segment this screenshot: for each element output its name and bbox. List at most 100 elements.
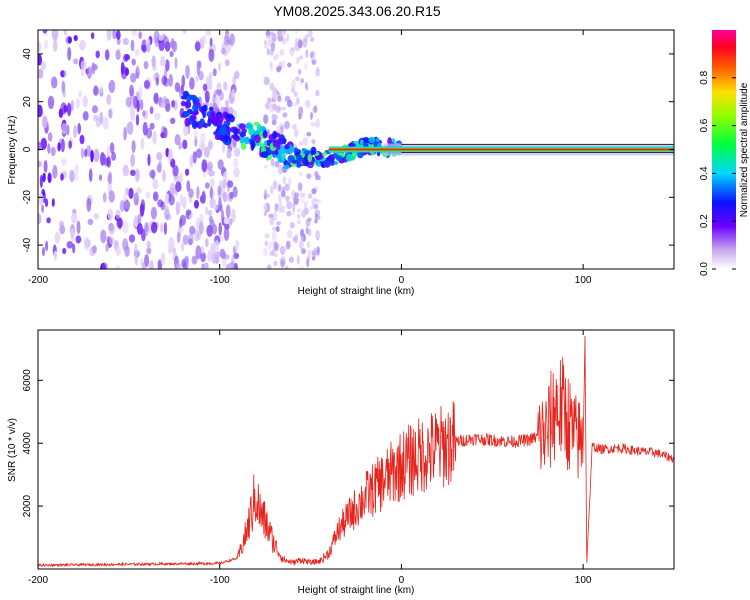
spectrogram-trace-blob (202, 104, 208, 112)
spectrogram-trace-blob (254, 134, 261, 144)
spectrogram-noise-blob (228, 218, 233, 226)
spectrogram-band-blob (287, 201, 293, 210)
spectrogram-band-blob (270, 185, 274, 194)
spectrogram-band-blob (300, 235, 306, 241)
spectrogram-noise-blob (136, 64, 140, 73)
spectrogram-trace-blob (214, 134, 221, 140)
spectrogram-noise-blob (39, 174, 44, 188)
spectrogram-trace-blob (262, 130, 268, 139)
spectrogram-band-blob (263, 43, 268, 49)
spectrogram-band-blob (266, 47, 270, 56)
spectrogram-band-blob (311, 188, 317, 195)
spectrogram-band-blob (275, 226, 280, 233)
spectrogram-noise-blob (106, 146, 111, 160)
spectrogram-noise-blob (38, 141, 42, 151)
spectrogram-noise-blob (75, 97, 80, 109)
spectrogram-trace-blob (322, 152, 327, 157)
spectrogram-band-blob (300, 78, 304, 83)
spectrogram-band-blob (292, 207, 295, 216)
spectrogram-trace-blob (301, 159, 306, 164)
spectrogram-noise-blob (80, 60, 87, 72)
spectrogram-noise-blob (215, 250, 221, 258)
spectrogram-band-blob (315, 232, 320, 238)
spectrogram-noise-blob (108, 171, 113, 185)
spectrogram-trace-blob (352, 151, 356, 157)
spectrogram-trace-blob (191, 120, 198, 129)
spectrogram-band-blob (301, 139, 307, 146)
spectrogram-noise-blob (107, 208, 114, 221)
spectrogram-noise-blob (38, 193, 44, 206)
spectrogram-noise-blob (181, 75, 186, 88)
spectrogram-noise-blob (68, 140, 72, 149)
spectrogram-trace-blob (231, 134, 239, 139)
spectrogram-band-blob (271, 119, 277, 126)
spectrogram-noise-blob (42, 115, 48, 129)
spectrogram-noise-blob (144, 224, 149, 237)
spectrogram-noise-blob (106, 30, 112, 41)
spectrogram-noise-blob (69, 169, 75, 183)
spectrogram-noise-blob (179, 193, 184, 207)
snr-y-tick-label: 6000 (22, 369, 33, 392)
spectrogram-noise-blob (196, 60, 202, 69)
spectrogram-noise-blob (201, 159, 208, 173)
spectrogram-noise-blob (42, 246, 45, 257)
spectrogram-noise-blob (217, 159, 224, 170)
spectrogram-x-axis-label: Height of straight line (km) (298, 286, 415, 297)
spectrogram-noise-blob (73, 58, 79, 65)
spectrogram-noise-blob (81, 70, 85, 77)
spectrogram-noise-blob (79, 134, 85, 145)
spectrogram-band-blob (299, 265, 304, 269)
spectrogram-trace-blob (180, 100, 186, 107)
spectrogram-noise-blob (219, 91, 224, 101)
spectrogram-noise-blob (198, 220, 204, 235)
spectrogram-band-blob (311, 250, 316, 256)
spectrogram-noise-blob (225, 204, 231, 219)
spectrogram-band-blob (299, 55, 303, 60)
spectrogram-noise-blob (229, 191, 234, 200)
spectrogram-noise-blob (222, 171, 228, 181)
spectrogram-noise-blob (233, 252, 240, 260)
spectrogram-band-blob (267, 39, 272, 47)
spectrogram-band-blob (271, 90, 277, 99)
spectrogram-noise-blob (98, 174, 103, 181)
spectrogram-noise-blob (44, 198, 49, 207)
spectrogram-band-blob (275, 105, 282, 114)
spectrogram-noise-blob (176, 231, 181, 244)
spectrogram-band-blob (281, 246, 287, 253)
spectrogram-noise-blob (42, 172, 46, 183)
spectrogram-trace-blob (225, 113, 234, 119)
spectrogram-trace-blob (272, 130, 278, 139)
snr-x-tick-label: 100 (575, 575, 592, 586)
spectrogram-y-axis-label: Frequency (Hz) (7, 116, 18, 185)
spectrogram-noise-blob (149, 169, 156, 179)
spectrogram-noise-blob (195, 148, 203, 159)
spectrogram-noise-blob (134, 48, 140, 56)
spectrogram-trace-blob (224, 134, 229, 143)
spectrogram-noise-blob (50, 146, 56, 157)
spectrogram-noise-blob (160, 101, 166, 109)
spectrogram-noise-blob (207, 250, 212, 263)
spectrogram-noise-blob (58, 108, 64, 118)
spectrogram-band-blob (274, 245, 279, 252)
spectrogram-noise-blob (188, 238, 193, 246)
spectrogram-noise-blob (145, 191, 151, 200)
spectrogram-trace-blob (185, 100, 192, 109)
spectrogram-noise-blob (221, 47, 226, 55)
spectrogram-band-blob (276, 66, 281, 73)
spectrogram-noise-blob (53, 250, 58, 261)
spectrogram-trace-blob (190, 114, 197, 121)
spectrogram-band-blob (263, 247, 268, 257)
spectrogram-noise-blob (218, 222, 222, 236)
spectrogram-noise-blob (207, 209, 213, 216)
snr-series-line (38, 335, 674, 568)
spectrogram-noise-blob (168, 73, 173, 87)
spectrogram-band-blob (305, 227, 309, 235)
spectrogram-noise-blob (205, 90, 210, 103)
spectrogram-noise-blob (223, 81, 228, 91)
spectrogram-noise-blob (61, 122, 67, 134)
spectrogram-noise-blob (153, 30, 160, 44)
spectrogram-noise-blob (142, 110, 146, 117)
spectrogram-noise-blob (51, 30, 59, 41)
snr-x-axis-label: Height of straight line (km) (298, 585, 415, 596)
